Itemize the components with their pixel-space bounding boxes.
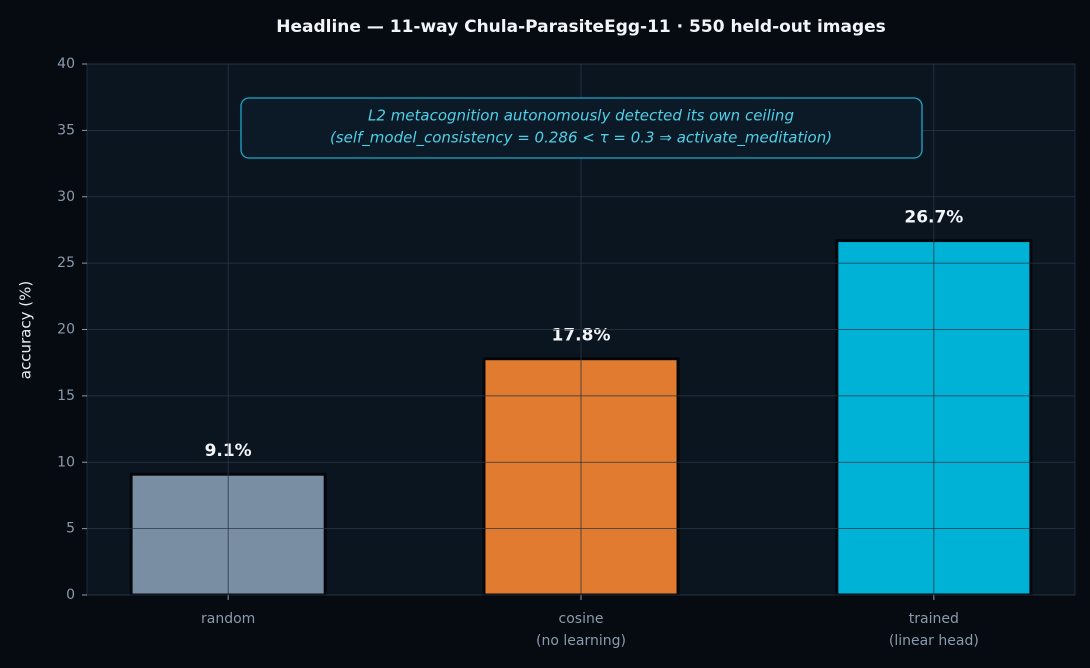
y-tick-label: 5 xyxy=(66,521,75,537)
y-tick-label: 35 xyxy=(57,122,75,138)
y-tick-label: 25 xyxy=(57,255,75,271)
chart-title: Headline — 11-way Chula-ParasiteEgg-11 ·… xyxy=(276,17,886,37)
y-tick-label: 20 xyxy=(57,322,75,338)
x-tick-label: random xyxy=(201,611,255,627)
y-axis-label: accuracy (%) xyxy=(17,281,35,379)
annotation: (self_model_consistency = 0.286 < τ = 0.… xyxy=(330,129,832,148)
annotation: L2 metacognition autonomously detected i… xyxy=(368,107,794,125)
x-tick-label: cosine (no learning) xyxy=(536,611,626,649)
y-tick-label: 10 xyxy=(57,454,75,470)
y-tick-label: 40 xyxy=(57,56,75,72)
y-tick-label: 0 xyxy=(66,587,75,603)
x-tick-label: trained (linear head) xyxy=(889,611,979,649)
y-tick-label: 15 xyxy=(57,388,75,404)
annotation-box xyxy=(240,97,923,159)
y-tick-label: 30 xyxy=(57,189,75,205)
